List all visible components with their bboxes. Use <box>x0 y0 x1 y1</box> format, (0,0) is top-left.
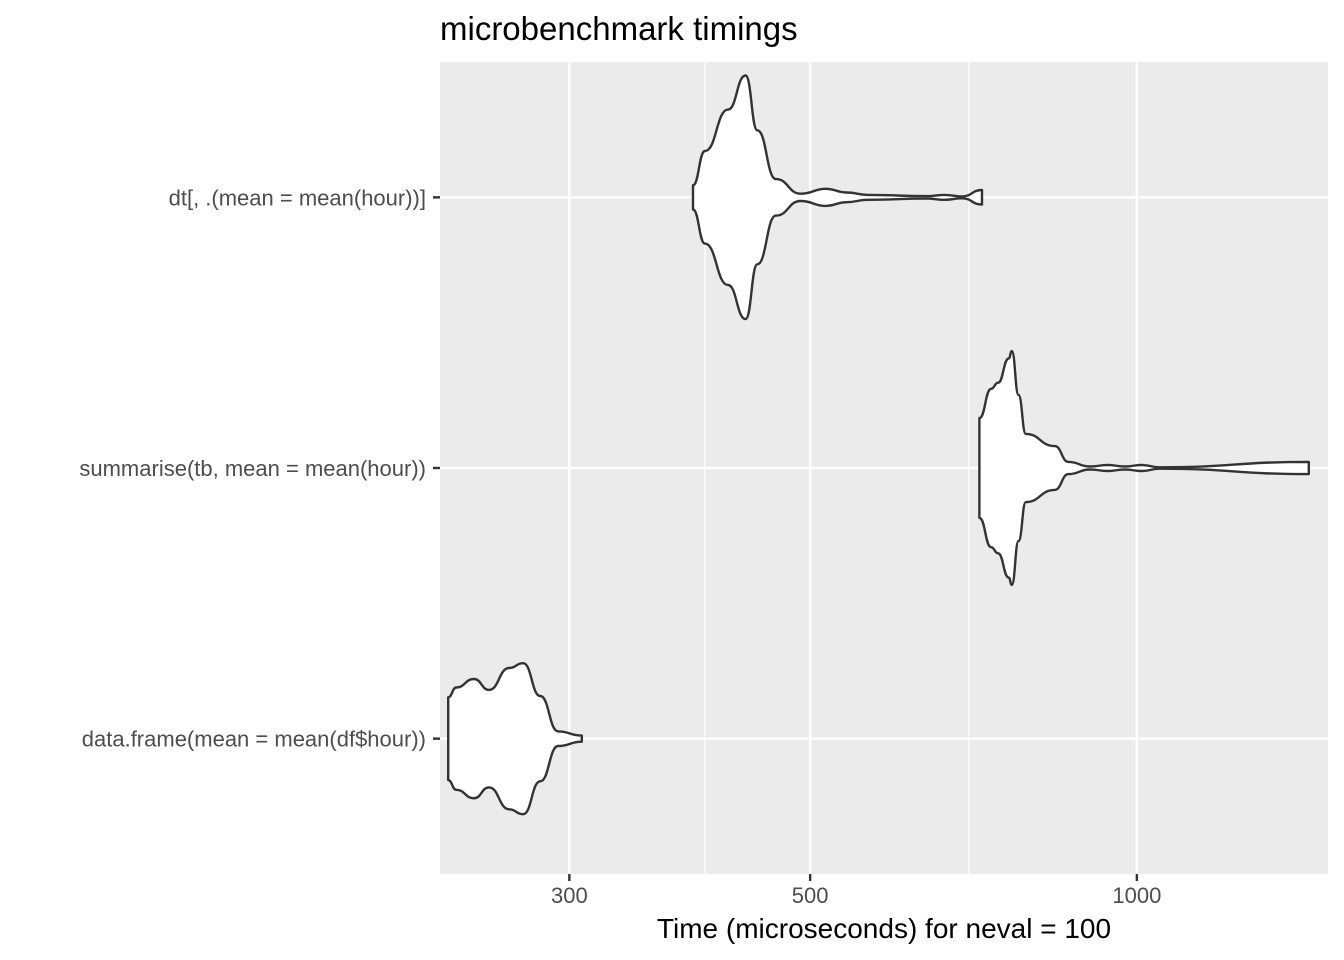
y-tick-label: dt[, .(mean = mean(hour))] <box>169 185 426 210</box>
x-tick-label: 300 <box>551 883 588 908</box>
x-axis-title: Time (microseconds) for neval = 100 <box>657 913 1111 944</box>
violin-2 <box>447 662 583 816</box>
x-tick-label: 1000 <box>1112 883 1161 908</box>
chart-title: microbenchmark timings <box>440 10 798 47</box>
y-tick-label: data.frame(mean = mean(df$hour)) <box>82 727 426 752</box>
y-axis: dt[, .(mean = mean(hour))] summarise(tb, … <box>79 185 440 752</box>
x-axis: 300 500 1000 <box>551 874 1161 908</box>
y-tick-label: summarise(tb, mean = mean(hour)) <box>79 456 426 481</box>
violin-0 <box>691 74 984 321</box>
violin-1 <box>978 349 1310 587</box>
violins <box>447 74 1310 816</box>
x-tick-label: 500 <box>792 883 829 908</box>
